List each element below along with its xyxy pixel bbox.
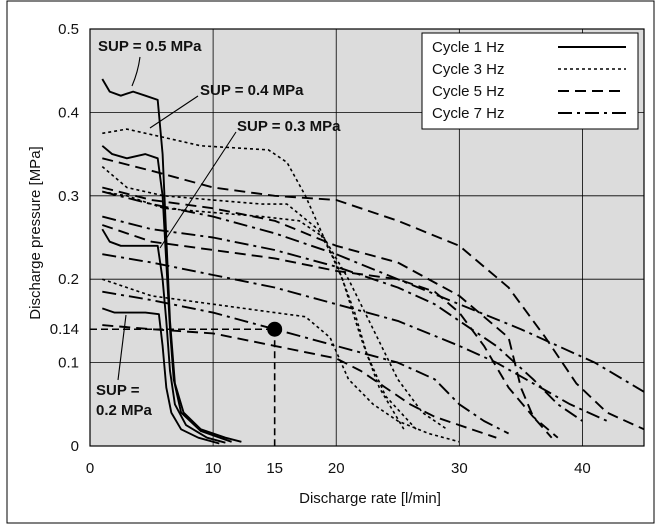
- y-tick-label: 0.3: [58, 188, 79, 205]
- leader-line-sup-0-3: [159, 131, 237, 249]
- leader-line-sup-0-2: [117, 314, 127, 381]
- series-line-dashed-sup-0-2: [102, 324, 497, 439]
- x-tick-label: 20: [328, 460, 345, 477]
- series-line-solid-sup-0-2: [101, 307, 220, 445]
- x-tick-label: 10: [205, 460, 222, 477]
- series-line-solid-sup-0-3: [101, 228, 226, 444]
- x-tick-label: 40: [574, 460, 591, 477]
- series-line-dashed-sup-0-3: [101, 224, 559, 439]
- grid-lines: [90, 29, 644, 446]
- plot-border: [89, 28, 645, 447]
- figure-border: [6, 0, 655, 524]
- series-line-dashdot-sup-0-3: [102, 253, 608, 422]
- series-line-dotted-sup-0-5: [102, 128, 405, 430]
- annotation-sup-0-5: SUP = 0.5 MPa: [98, 38, 202, 55]
- series-line-solid-sup-0-4: [101, 145, 232, 443]
- series-layer: [101, 78, 645, 445]
- y-tick-label: 0.14: [50, 321, 79, 338]
- annotation-sup-0-3: SUP = 0.3 MPa: [237, 118, 341, 135]
- series-line-dashdot-sup-0-2: [102, 290, 510, 435]
- legend-label: Cycle 3 Hz: [432, 61, 505, 78]
- annotation-sup-0-2-line1: SUP =: [96, 382, 140, 399]
- series-line-dashed-sup-0-4: [102, 186, 553, 439]
- leader-line-sup-0-5: [131, 56, 141, 87]
- marker-point: [267, 321, 283, 337]
- x-tick-label: 30: [451, 460, 468, 477]
- legend: Cycle 1 Hz Cycle 3 Hz Cycle 5 Hz Cycle 7 Hz: [421, 32, 639, 130]
- series-line-dashdot-sup-0-4: [102, 215, 583, 422]
- legend-box: [421, 32, 639, 130]
- annotation-sup-0-2-line2: 0.2 MPa: [96, 402, 153, 419]
- y-tick-label: 0.4: [58, 104, 79, 121]
- series-line-dashdot-sup-0-5: [102, 190, 645, 393]
- y-axis-title: Discharge pressure [MPa]: [27, 146, 44, 319]
- legend-label: Cycle 5 Hz: [432, 83, 505, 100]
- annotations: SUP = 0.5 MPa SUP = 0.4 MPa SUP = 0.3 MP…: [96, 38, 341, 419]
- y-tick-label: 0.2: [58, 271, 79, 288]
- y-tick-label: 0: [71, 438, 79, 455]
- legend-label: Cycle 1 Hz: [432, 39, 505, 56]
- series-line-dashed-sup-0-5: [102, 157, 645, 431]
- reference-lines: [90, 328, 276, 446]
- legend-label: Cycle 7 Hz: [432, 105, 505, 122]
- series-line-solid-sup-0-5: [101, 78, 242, 443]
- series-line-dotted-sup-0-3: [102, 190, 448, 430]
- tick-labels: 0 10 15 20 30 40 0 0.1 0.14 0.2 0.3 0.4 0.5: [50, 21, 591, 477]
- annotation-sup-0-4: SUP = 0.4 MPa: [200, 82, 304, 99]
- y-tick-label: 0.1: [58, 355, 79, 372]
- leader-line-sup-0-4: [149, 95, 199, 129]
- x-tick-label: 15: [266, 460, 283, 477]
- y-tick-label: 0.5: [58, 21, 79, 38]
- series-line-dotted-sup-0-2: [102, 278, 460, 443]
- x-axis-title: Discharge rate [l/min]: [299, 490, 441, 507]
- x-tick-label: 0: [86, 460, 94, 477]
